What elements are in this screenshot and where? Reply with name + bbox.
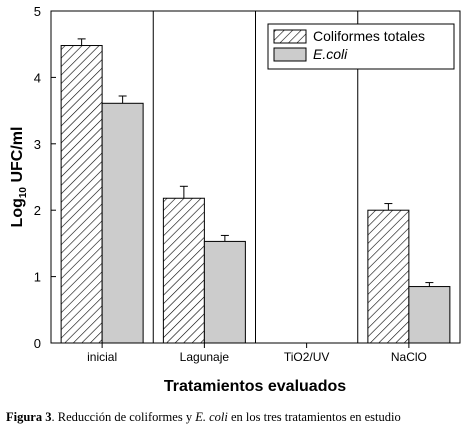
x-tick-label: Lagunaje — [180, 350, 230, 364]
x-tick-label: inicial — [87, 350, 117, 364]
caption-text-after: en los tres tratamientos en estudio — [227, 410, 401, 424]
x-axis: inicial Lagunaje TiO2/UV NaClO — [87, 343, 427, 364]
figure-caption: Figura 3. Reducción de coliformes y E. c… — [6, 410, 461, 425]
bar-chart: 0 1 2 3 4 5 inicial Lagunaje TiO2/UV NaClO Colif… — [9, 4, 461, 395]
bar — [367, 209, 410, 344]
caption-italic: E. coli — [195, 410, 228, 424]
bar — [408, 286, 451, 344]
legend-label: Coliformes totales — [313, 28, 425, 44]
legend-label: E.coli — [313, 46, 348, 62]
legend-swatch — [273, 47, 307, 62]
bar — [101, 102, 144, 344]
y-tick-label: 5 — [34, 4, 41, 19]
bars — [60, 38, 451, 344]
bar — [203, 240, 246, 344]
legend: Coliformes totales E.coli — [267, 23, 455, 70]
y-axis-label: Log10 UFC/ml — [9, 127, 29, 228]
bar — [162, 197, 205, 344]
x-tick-label: NaClO — [391, 350, 427, 364]
y-tick-label: 3 — [34, 137, 41, 152]
y-tick-label: 0 — [34, 336, 41, 351]
bar — [60, 45, 103, 344]
y-tick-label: 2 — [34, 203, 41, 218]
caption-label: Figura 3 — [6, 410, 52, 424]
y-axis: 0 1 2 3 4 5 — [34, 4, 56, 351]
x-axis-label: Tratamientos evaluados — [164, 378, 346, 395]
y-tick-label: 1 — [34, 270, 41, 285]
legend-swatch — [273, 29, 307, 44]
y-tick-label: 4 — [34, 70, 41, 85]
caption-text-before: . Reducción de coliformes y — [51, 410, 196, 424]
x-tick-label: TiO2/UV — [284, 350, 330, 364]
